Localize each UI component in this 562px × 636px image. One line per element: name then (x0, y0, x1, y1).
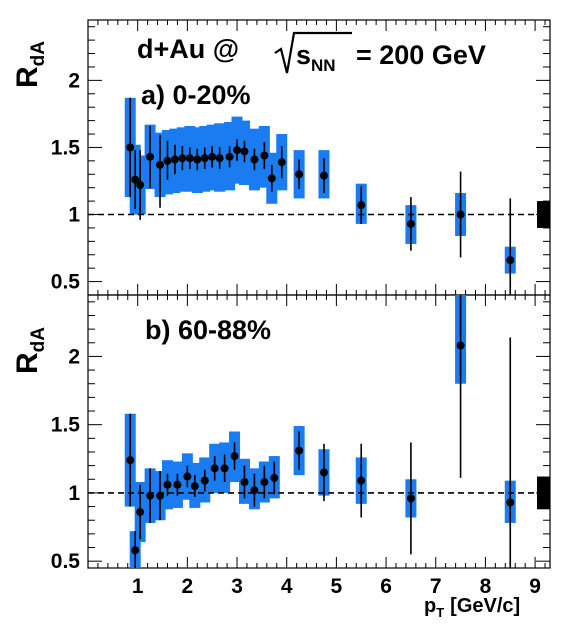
panel-a-data-point (178, 154, 187, 163)
panel-b-data-point (319, 468, 328, 477)
panel-b-xtick-label: 2 (182, 575, 194, 598)
panel-b-data-point (136, 508, 145, 517)
panel-a-data-point (240, 147, 249, 156)
x-axis-title-main: p (424, 595, 436, 617)
panel-a-data-point (260, 151, 269, 160)
panel-a-data-point (200, 154, 209, 163)
panel-a-data-point (146, 152, 155, 161)
panel-a-ylabel-sub: dA (28, 41, 49, 67)
panel-a-data-point (277, 158, 286, 167)
header-energy-value: = 200 GeV (356, 40, 486, 70)
x-axis-title-sub: T (436, 605, 444, 620)
panel-b-data-point (173, 480, 182, 489)
header-energy-symbol: s (296, 40, 311, 70)
panel-a-ytick-label: 2 (68, 69, 80, 92)
header-system: d+Au @ (137, 34, 239, 64)
panel-a-data-point (185, 154, 194, 163)
panel-a-data-point (225, 152, 234, 161)
panel-a-data-point (215, 154, 224, 163)
header-energy: sNN = 200 GeV (274, 31, 486, 75)
x-axis-title-rest: [GeV/c] (450, 595, 520, 617)
panel-b-frame (87, 294, 551, 569)
panel-b-data-point (260, 478, 269, 487)
panel-a-data-point (156, 160, 165, 169)
panel-a-data-point (131, 175, 140, 184)
panel-b-data-point (456, 341, 465, 350)
panel-b: 0.5 1 1.5 2 1 2 3 4 5 6 7 8 9 RdA b) 60-88% pT [GeV/c… (11, 294, 551, 620)
panel-a-data-point (126, 143, 135, 152)
panel-b-xtick-label: 9 (529, 575, 541, 598)
panel-b-xtick-label: 8 (480, 575, 492, 598)
panel-b-data-point (220, 464, 229, 473)
panel-b-data-point (295, 446, 304, 455)
panel-b-data-point (240, 478, 249, 487)
panel-b-xtick-label: 5 (331, 575, 343, 598)
panel-b-ylabel: RdA (11, 327, 49, 374)
panel-b-ytick-label: 1.5 (51, 414, 81, 437)
panel-b-data-point (210, 464, 219, 473)
sqrt-symbol (274, 31, 352, 74)
panel-b-data-point (230, 452, 239, 461)
header-energy-sub: NN (311, 56, 336, 75)
panel-b-ytick-label: 0.5 (51, 550, 81, 573)
panel-a-ylabel-main: R (11, 66, 44, 88)
panel-a-label: a) 0-20% (141, 80, 251, 110)
panel-a-ytick-label: 1.5 (51, 136, 81, 159)
panel-a-data-point (295, 170, 304, 179)
panel-b-data-point (406, 494, 415, 503)
panel-a-data-point (319, 171, 328, 180)
panel-b-norm-box (537, 476, 550, 510)
panel-b-ytick-label: 2 (68, 345, 80, 368)
panel-a-data-point (267, 174, 276, 183)
panel-b-ylabel-sub: dA (28, 327, 49, 353)
panel-a-data-point (193, 155, 202, 164)
panel-a-data-point (357, 201, 366, 210)
panel-a-data-point (456, 210, 465, 219)
panel-a-ytick-label: 0.5 (51, 271, 81, 294)
panel-a-data-point (250, 155, 259, 164)
panel-b-data-point (163, 480, 172, 489)
panel-a: 0.5 1 1.5 2 RdA d+Au @ sNN = 200 GeV a) 0-2… (11, 19, 551, 296)
panel-a-data-point (136, 181, 145, 189)
panel-b-ytick-label: 1 (68, 482, 80, 505)
panel-b-label: b) 60-88% (145, 315, 271, 345)
panel-b-data-point (200, 476, 209, 485)
panel-b-data-point (250, 486, 259, 495)
panel-b-data-point (506, 498, 515, 507)
panel-b-data-point (146, 491, 155, 500)
panel-b-data-point (270, 473, 279, 482)
panel-b-data-point (126, 456, 135, 465)
panel-b-xtick-label: 4 (281, 575, 293, 598)
panel-a-data-point (208, 152, 217, 161)
panel-b-data-point (156, 491, 165, 500)
panel-b-xtick-label: 3 (231, 575, 243, 598)
panel-a-data-point (506, 256, 515, 265)
panel-a-norm-box (537, 201, 550, 228)
panel-a-data-point (233, 146, 242, 155)
panel-b-ylabel-main: R (11, 352, 44, 374)
svg-text:sNN: sNN (296, 40, 336, 75)
panel-a-ylabel: RdA (11, 41, 49, 88)
panel-a-data-point (406, 219, 415, 228)
panel-b-xtick-label: 7 (430, 575, 442, 598)
panel-b-xtick-label: 1 (132, 575, 144, 598)
x-axis-title: pT [GeV/c] (424, 595, 520, 620)
panel-a-data-point (163, 156, 172, 165)
panel-a-ytick-label: 1 (68, 204, 80, 227)
panel-b-xtick-label: 6 (380, 575, 392, 598)
panel-b-data-point (357, 476, 366, 485)
panel-a-data-point (170, 155, 179, 164)
panel-b-data-point (183, 472, 192, 481)
panel-b-data-point (131, 546, 140, 555)
panel-b-data-point (190, 482, 199, 491)
